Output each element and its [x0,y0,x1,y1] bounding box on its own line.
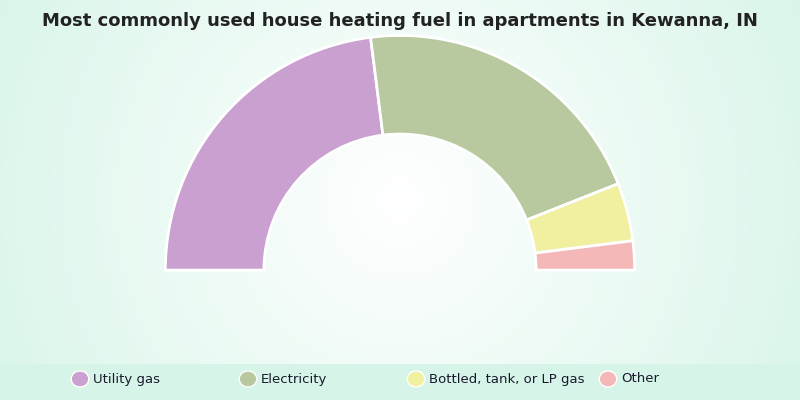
Text: Bottled, tank, or LP gas: Bottled, tank, or LP gas [429,372,584,386]
Ellipse shape [239,371,257,387]
Text: Other: Other [621,372,659,386]
Ellipse shape [599,371,617,387]
Text: Electricity: Electricity [261,372,327,386]
Text: Utility gas: Utility gas [93,372,160,386]
Text: Most commonly used house heating fuel in apartments in Kewanna, IN: Most commonly used house heating fuel in… [42,12,758,30]
Ellipse shape [71,371,89,387]
Wedge shape [535,241,634,270]
Wedge shape [526,184,633,253]
Ellipse shape [407,371,425,387]
Wedge shape [166,37,383,270]
Wedge shape [370,36,618,220]
